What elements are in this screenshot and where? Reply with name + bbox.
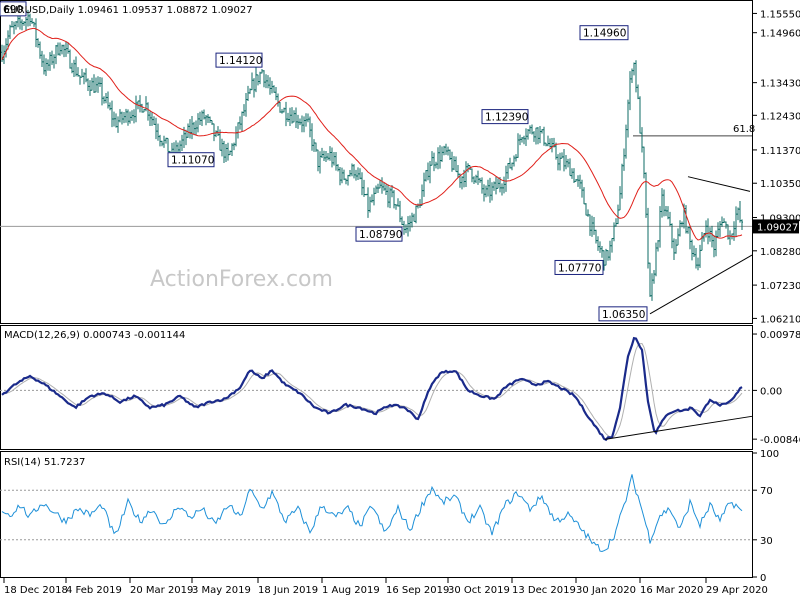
- price-y-tick-label: 1.11370: [760, 146, 800, 157]
- rsi-y-tick-label: 0: [760, 573, 766, 584]
- price-annotation-box: [167, 152, 215, 168]
- price-y-tick-label: 1.13430: [760, 79, 800, 90]
- price-panel-frame: [0, 0, 753, 324]
- macd-line: [1, 336, 743, 442]
- resistance-trendline: [687, 176, 751, 192]
- price-annotation-label: 1.14960: [583, 28, 626, 40]
- price-y-tick-label: 1.09300: [760, 214, 800, 225]
- price-y-tick-label: 1.15550: [760, 9, 800, 20]
- macd-layer: [0, 336, 753, 442]
- price-annotation-box: [481, 109, 529, 125]
- price-annotation-box: [215, 52, 263, 68]
- price-annotation-box: [598, 306, 648, 322]
- price-layer: 61.8 690 1.14120 1.11070 1.08790 1.12390 1.149…: [0, 1, 755, 322]
- price-annotation-box: [579, 25, 629, 41]
- last-price-label: 1.09027: [757, 222, 798, 233]
- macd-header: MACD(12,26,9) 0.000743 -0.001144: [4, 330, 185, 341]
- price-annotation-label: 1.08790: [359, 229, 402, 241]
- macd-y-tick-label: 0.00978: [760, 330, 800, 341]
- price-header: EURUSD,Daily 1.09461 1.09537 1.08872 1.0…: [4, 5, 253, 16]
- price-annotation-label: 1.07770: [558, 262, 601, 274]
- x-tick-label: 30 Jan 2020: [576, 585, 636, 596]
- macd-y-tick-label: 0.00: [760, 386, 782, 397]
- support-trendline: [649, 254, 753, 315]
- x-tick-label: 3 May 2019: [192, 585, 251, 596]
- fib-618-label: 61.8: [733, 124, 755, 135]
- macd-y-tick-label: -0.008464: [760, 435, 800, 446]
- rsi-y-tick-label: 70: [760, 486, 773, 497]
- price-y-tick-label: 1.07230: [760, 281, 800, 292]
- x-tick-label: 1 Aug 2019: [322, 585, 380, 596]
- price-y-tick-label: 1.14960: [760, 29, 800, 40]
- price-y-tick-label: 1.12430: [760, 111, 800, 122]
- last-price-box: [753, 219, 799, 234]
- price-annotation-label: 1.12390: [485, 112, 528, 124]
- rsi-line: [1, 474, 743, 553]
- price-annotation-box: [554, 259, 604, 275]
- rsi-layer: [0, 474, 752, 553]
- price-y-tick-label: 1.10350: [760, 179, 800, 190]
- x-tick-label: 18 Jun 2019: [258, 585, 318, 596]
- macd-panel-frame: [0, 325, 753, 450]
- x-tick-label: 29 Apr 2020: [706, 585, 768, 596]
- price-annotation-label: 1.06350: [602, 309, 645, 321]
- price-y-tick-label: 1.06210: [760, 314, 800, 325]
- price-annotation-label: 1.14120: [219, 55, 262, 67]
- x-tick-label: 16 Sep 2019: [386, 585, 449, 596]
- axes-layer: 1.15550 1.14960 1.13430 1.12430 1.11370 1.103…: [3, 9, 800, 596]
- x-tick-label: 4 Feb 2019: [66, 585, 122, 596]
- x-tick-label: 16 Mar 2020: [640, 585, 703, 596]
- price-annotation-box: [355, 226, 403, 242]
- price-y-tick-label: 1.08280: [760, 247, 800, 258]
- macd-trendline: [604, 415, 753, 440]
- x-tick-label: 20 Mar 2019: [130, 585, 193, 596]
- rsi-y-tick-label: 100: [760, 449, 779, 460]
- price-annotation-box: [0, 1, 27, 17]
- price-annotation-label: 690: [3, 4, 23, 16]
- rsi-panel-frame: [0, 451, 753, 578]
- x-tick-label: 30 Oct 2019: [448, 585, 510, 596]
- rsi-header: RSI(14) 51.7237: [4, 457, 85, 468]
- x-tick-label: 13 Dec 2019: [512, 585, 576, 596]
- moving-average-line: [1, 27, 743, 241]
- price-annotation-label: 1.11070: [171, 155, 214, 167]
- x-tick-label: 18 Dec 2018: [4, 585, 68, 596]
- watermark: ActionForex.com: [150, 267, 333, 292]
- rsi-y-tick-label: 30: [760, 536, 773, 547]
